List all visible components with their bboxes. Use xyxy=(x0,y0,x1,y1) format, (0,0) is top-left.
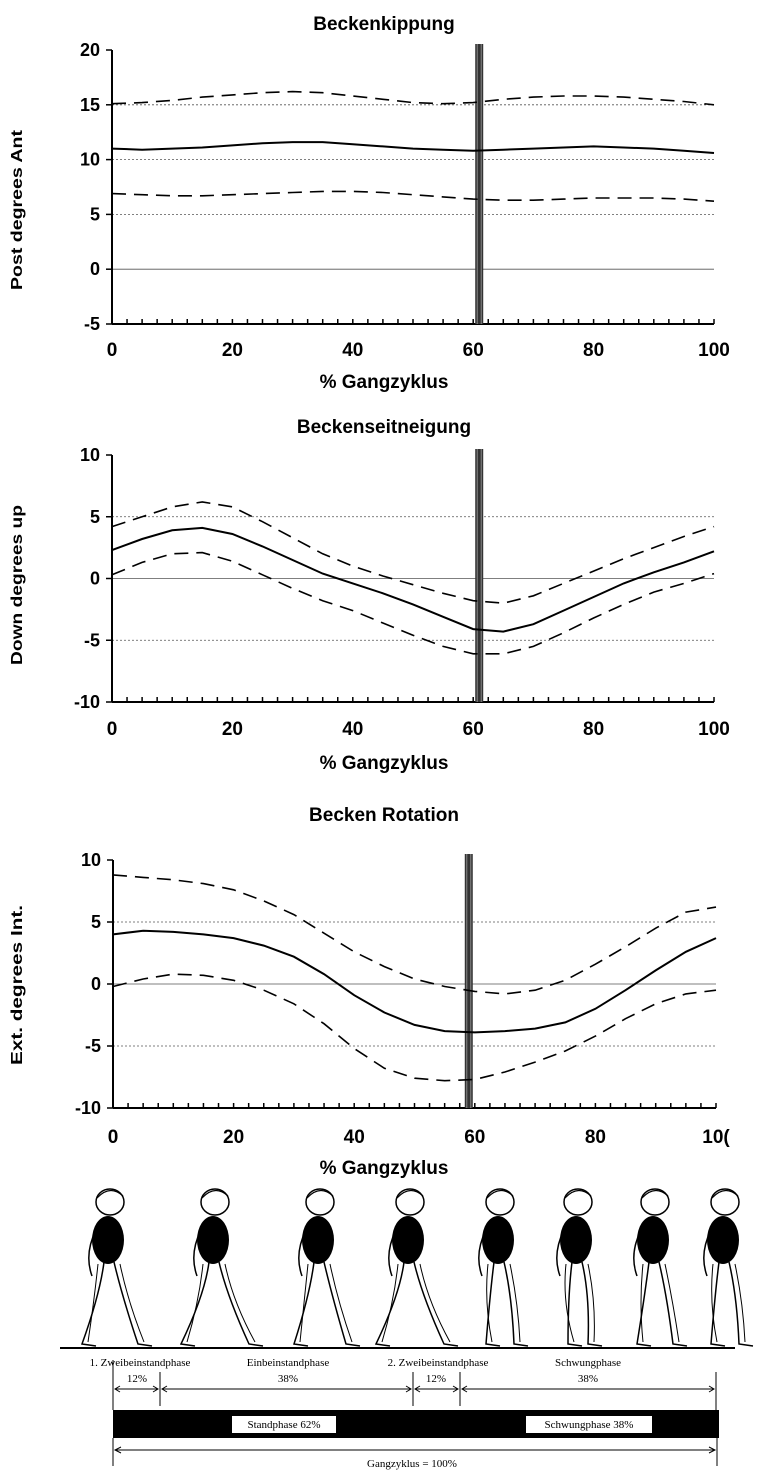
phase-label-1: 1. Zweibeinstandphase xyxy=(90,1357,191,1369)
x-tick-label: 100 xyxy=(698,719,730,740)
chart-beckenseitneigung: Beckenseitneigung 10 5 0 -5 -10 0 20 40 60 80 100 D… xyxy=(9,417,730,774)
y-tick-label: 0 xyxy=(91,974,101,994)
x-tick-label: 100 xyxy=(698,340,730,361)
series-mean-line xyxy=(111,526,715,633)
walking-figures xyxy=(80,1188,754,1347)
gait-cycle-diagram: 1. Zweibeinstandphase Einbeinstandphase … xyxy=(60,1188,754,1470)
y-axis-label: Post degrees Ant xyxy=(9,129,26,290)
walking-figure xyxy=(179,1188,264,1347)
x-axis-label: % Gangzyklus xyxy=(319,753,449,774)
phase-arrows xyxy=(112,1360,717,1410)
x-tick-label: 40 xyxy=(342,340,363,361)
y-tick-label: 0 xyxy=(90,569,100,589)
phase-pct-1: 12% xyxy=(127,1373,147,1385)
swing-phase-label: Schwungphase 38% xyxy=(545,1419,634,1431)
chart-title: Becken Rotation xyxy=(309,805,459,826)
x-axis-label: % Gangzyklus xyxy=(319,372,449,393)
y-axis-label: Down degrees up xyxy=(9,505,26,665)
chart-plot: 20 15 10 5 0 -5 0 20 40 60 80 100 Post degrees Ant xyxy=(9,40,730,361)
x-tick-label: 60 xyxy=(463,719,484,740)
walking-figure xyxy=(374,1188,459,1347)
y-tick-label: 5 xyxy=(90,507,100,527)
series-sd-line xyxy=(111,90,715,106)
walking-figure xyxy=(556,1188,603,1347)
stance-swing-marker xyxy=(475,449,484,702)
walking-figure xyxy=(478,1188,529,1347)
series-sd-line xyxy=(112,973,717,1082)
y-tick-label: 15 xyxy=(80,95,100,115)
series-sd-line xyxy=(111,190,715,202)
x-tick-label: 60 xyxy=(464,1127,485,1148)
y-tick-label: 10 xyxy=(80,445,100,465)
y-tick-label: 20 xyxy=(80,40,100,60)
chart-title: Beckenseitneigung xyxy=(296,417,472,438)
x-tick-label: 60 xyxy=(463,340,484,361)
stand-label-box xyxy=(232,1416,336,1433)
y-tick-label: 5 xyxy=(90,204,100,224)
series-mean-line xyxy=(111,141,715,154)
x-tick-label: 10( xyxy=(702,1127,730,1148)
chart-plot: 10 5 0 -5 -10 0 20 40 60 80 100 Down degrees up xyxy=(9,445,730,740)
chart-plot: 10 5 0 -5 -10 0 20 40 60 80 10( Ext. degrees Int. xyxy=(9,850,730,1148)
series-sd-line xyxy=(111,551,715,655)
stand-phase-label: Standphase 62% xyxy=(247,1419,320,1431)
x-tick-label: 80 xyxy=(583,719,604,740)
x-tick-label: 20 xyxy=(223,1127,244,1148)
stance-swing-marker xyxy=(475,44,484,324)
phase-pct-4: 38% xyxy=(578,1373,598,1385)
x-tick-label: 40 xyxy=(342,719,363,740)
y-tick-label: -10 xyxy=(75,1098,101,1118)
x-tick-label: 80 xyxy=(583,340,604,361)
x-tick-label: 20 xyxy=(222,340,243,361)
stance-swing-marker xyxy=(464,854,473,1108)
x-tick-label: 0 xyxy=(107,340,118,361)
walking-figure xyxy=(703,1188,754,1347)
series-sd-line xyxy=(111,501,715,605)
series-mean-line xyxy=(112,929,717,1034)
y-tick-label: -10 xyxy=(74,692,100,712)
y-tick-label: 5 xyxy=(91,912,101,932)
x-tick-label: 40 xyxy=(344,1127,365,1148)
x-tick-label: 80 xyxy=(585,1127,606,1148)
walking-figure xyxy=(293,1188,361,1347)
cycle-label: Gangzyklus = 100% xyxy=(367,1458,457,1470)
walking-figure xyxy=(633,1188,688,1347)
y-tick-label: -5 xyxy=(84,630,100,650)
chart-beckenkippung: Beckenkippung 20 15 10 5 0 -5 0 20 40 60 80 100 Post… xyxy=(0,0,768,400)
x-tick-label: 20 xyxy=(222,719,243,740)
phase-label-4: Schwungphase xyxy=(555,1357,621,1369)
y-tick-label: 10 xyxy=(81,850,101,870)
x-tick-label: 0 xyxy=(108,1127,119,1148)
y-axis-label: Ext. degrees Int. xyxy=(9,905,26,1065)
y-tick-label: -5 xyxy=(85,1036,101,1056)
phase-label-2: Einbeinstandphase xyxy=(247,1357,330,1369)
phase-label-3: 2. Zweibeinstandphase xyxy=(388,1357,489,1369)
y-tick-label: 10 xyxy=(80,150,100,170)
chart-becken-rotation: Becken Rotation 10 5 0 -5 -10 0 20 40 60 80 10( Ext… xyxy=(9,805,730,1179)
chart-title: Beckenkippung xyxy=(313,14,455,35)
y-tick-label: 0 xyxy=(90,259,100,279)
x-axis-label: % Gangzyklus xyxy=(319,1158,449,1179)
x-tick-label: 0 xyxy=(107,719,118,740)
y-tick-label: -5 xyxy=(84,314,100,334)
phase-pct-3: 12% xyxy=(426,1373,446,1385)
phase-pct-2: 38% xyxy=(278,1373,298,1385)
swing-label-box xyxy=(526,1416,652,1433)
walking-figure xyxy=(80,1188,153,1347)
series-sd-line xyxy=(112,874,717,995)
